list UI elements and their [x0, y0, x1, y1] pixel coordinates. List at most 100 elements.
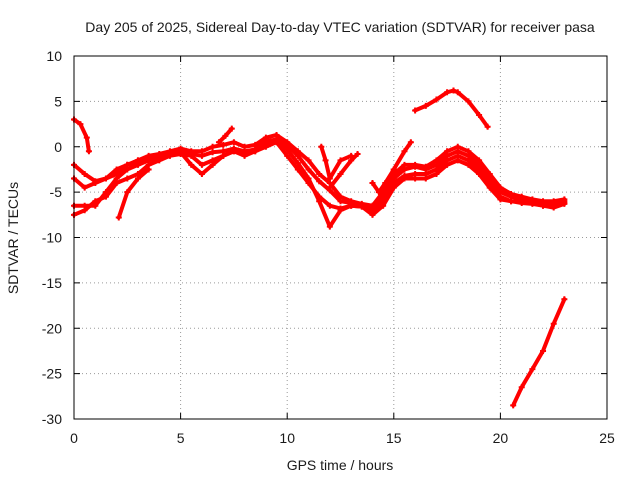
- data-point: [358, 203, 365, 210]
- data-point: [222, 132, 229, 139]
- data-point: [444, 161, 451, 168]
- data-point: [382, 180, 389, 187]
- data-point: [540, 347, 547, 354]
- data-point: [465, 161, 472, 168]
- series-track-10: [326, 151, 361, 191]
- data-point: [433, 170, 440, 177]
- data-point: [115, 214, 122, 221]
- data-point: [337, 207, 344, 214]
- data-point: [316, 198, 323, 205]
- series-line: [116, 167, 151, 220]
- data-point: [348, 157, 355, 164]
- x-tick-label: 20: [493, 430, 509, 446]
- series-track-13: [412, 87, 491, 130]
- data-point: [369, 180, 376, 187]
- data-point: [166, 151, 173, 158]
- data-point: [92, 202, 99, 209]
- data-point: [284, 139, 291, 146]
- data-point: [113, 175, 120, 182]
- data-point: [375, 189, 382, 196]
- y-tick-label: -15: [42, 275, 62, 291]
- series-line: [370, 167, 396, 195]
- data-point: [444, 148, 451, 155]
- data-point: [209, 149, 216, 156]
- data-point: [220, 152, 227, 159]
- data-point: [215, 139, 222, 146]
- data-point: [476, 111, 483, 118]
- series-track-12: [390, 139, 414, 173]
- data-point: [476, 157, 483, 164]
- data-point: [318, 143, 325, 150]
- data-point: [508, 190, 515, 197]
- data-point: [145, 166, 152, 173]
- data-point: [188, 152, 195, 159]
- y-axis-label: SDTVAR / TECUs: [5, 182, 21, 294]
- data-point: [354, 151, 361, 158]
- x-tick-label: 5: [177, 430, 185, 446]
- series-track-8: [215, 125, 235, 146]
- chart-title: Day 205 of 2025, Sidereal Day-to-day VTE…: [85, 19, 595, 35]
- data-point: [390, 184, 397, 191]
- series-track-5: [71, 116, 92, 155]
- data-point: [369, 211, 376, 218]
- data-point: [401, 175, 408, 182]
- y-tick-label: 0: [54, 139, 62, 155]
- x-tick-label: 0: [70, 430, 78, 446]
- data-point: [294, 160, 301, 167]
- data-point: [412, 175, 419, 182]
- data-point: [484, 123, 491, 130]
- data-point: [326, 175, 333, 182]
- data-point: [124, 189, 131, 196]
- data-point: [177, 149, 184, 156]
- data-point: [77, 121, 84, 128]
- data-point: [198, 170, 205, 177]
- data-point: [540, 202, 547, 209]
- data-point: [454, 89, 461, 96]
- data-point: [198, 161, 205, 168]
- data-point: [209, 161, 216, 168]
- y-tick-label: -5: [50, 184, 63, 200]
- data-point: [316, 170, 323, 177]
- data-point: [322, 157, 329, 164]
- data-point: [134, 157, 141, 164]
- data-point: [454, 143, 461, 150]
- series-line: [125, 153, 162, 167]
- series-track-14: [510, 296, 568, 409]
- data-point: [156, 152, 163, 159]
- data-point: [284, 152, 291, 159]
- data-point: [273, 136, 280, 143]
- data-point: [252, 141, 259, 148]
- data-point: [252, 148, 259, 155]
- data-point: [326, 202, 333, 209]
- data-point: [81, 184, 88, 191]
- data-point: [561, 200, 568, 207]
- data-point: [241, 152, 248, 159]
- data-point: [337, 157, 344, 164]
- data-point: [81, 170, 88, 177]
- data-point: [188, 161, 195, 168]
- data-point: [550, 320, 557, 327]
- gridlines: [74, 56, 607, 419]
- data-point: [228, 125, 235, 132]
- data-point: [529, 200, 536, 207]
- data-point: [465, 148, 472, 155]
- data-point: [454, 157, 461, 164]
- y-tick-label: -10: [42, 230, 62, 246]
- data-point: [220, 141, 227, 148]
- data-point: [230, 148, 237, 155]
- y-tick-label: -30: [42, 411, 62, 427]
- data-point: [412, 161, 419, 168]
- data-point: [465, 98, 472, 105]
- data-point: [337, 193, 344, 200]
- data-point: [145, 157, 152, 164]
- data-point: [81, 202, 88, 209]
- x-tick-label: 25: [599, 430, 615, 446]
- data-point: [561, 296, 568, 303]
- data-point: [422, 163, 429, 170]
- y-tick-label: 5: [54, 93, 62, 109]
- data-point: [508, 198, 515, 205]
- series-line: [72, 117, 91, 154]
- data-point: [444, 89, 451, 96]
- data-point: [134, 175, 141, 182]
